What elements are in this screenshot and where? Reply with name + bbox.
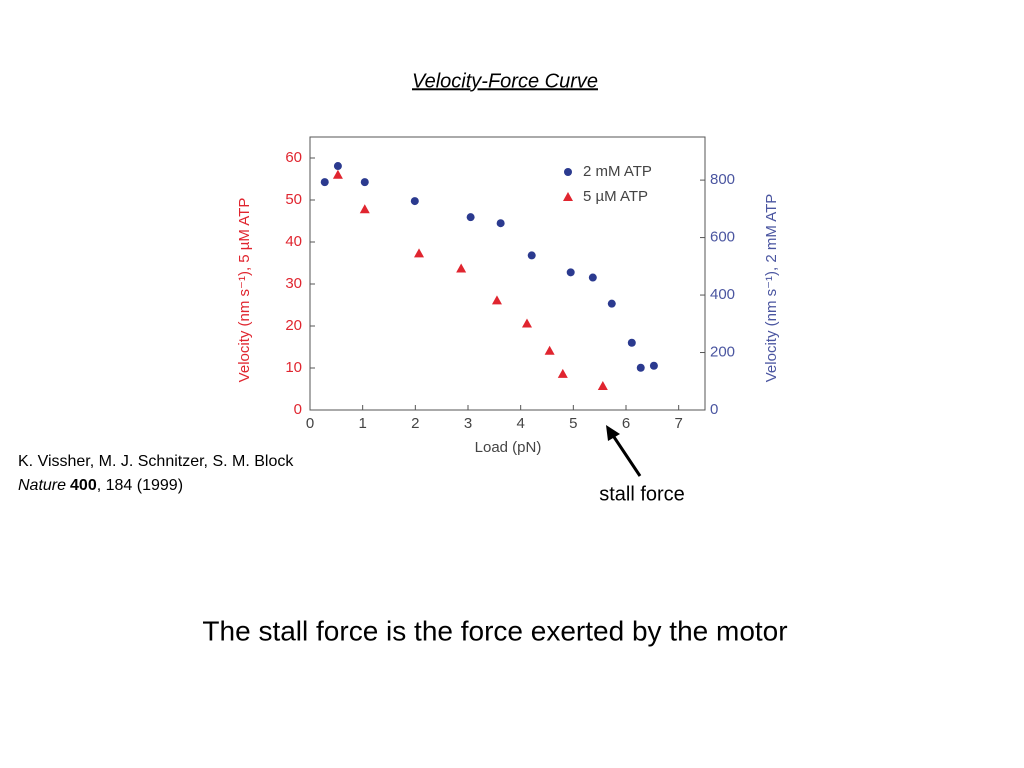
y2-tick-label: 400 [710, 286, 735, 303]
triangle-point [332, 169, 343, 179]
y-tick-label: 40 [285, 233, 302, 250]
y2-axis-label: Velocity (nm s⁻¹), 2 mM ATP [763, 194, 780, 383]
triangle-point [456, 263, 467, 273]
x-tick-label: 4 [516, 415, 524, 432]
citation-rest: , 184 (1999) [97, 477, 183, 494]
x-tick-label: 0 [306, 415, 314, 432]
circle-point [466, 213, 475, 222]
x-tick-label: 2 [411, 415, 419, 432]
circle-point [527, 251, 536, 260]
circle-point [588, 273, 597, 282]
legend-marker [564, 168, 572, 176]
legend-marker [563, 192, 573, 201]
circle-point [607, 299, 616, 308]
caption: The stall force is the force exerted by … [202, 615, 787, 646]
circle-point [496, 219, 505, 228]
circle-point [627, 338, 636, 347]
legend-label: 2 mM ATP [583, 163, 652, 180]
circle-point [320, 178, 329, 187]
x-axis-label: Load (pN) [475, 439, 542, 456]
legend-label: 5 µM ATP [583, 188, 648, 205]
triangle-point [359, 204, 370, 214]
circle-point [410, 197, 419, 206]
x-tick-label: 7 [674, 415, 682, 432]
y-tick-label: 10 [285, 359, 302, 376]
y2-tick-label: 800 [710, 171, 735, 188]
citation-source: Nature 400, 184 (1999) [18, 477, 183, 494]
triangle-point [544, 345, 555, 355]
triangle-point [491, 295, 502, 305]
circle-point [333, 162, 342, 171]
annotation: stall force [599, 483, 685, 505]
annotation-arrowhead [606, 425, 620, 441]
x-tick-label: 1 [358, 415, 366, 432]
circle-point [566, 268, 575, 277]
y-axis-label: Velocity (nm s⁻¹), 5 µM ATP [236, 198, 253, 383]
y-tick-label: 20 [285, 317, 302, 334]
x-tick-label: 5 [569, 415, 577, 432]
circle-point [360, 178, 369, 187]
triangle-point [414, 248, 425, 258]
chart-title: Velocity-Force Curve [412, 70, 598, 92]
plot-frame [309, 136, 706, 411]
y-tick-label: 30 [285, 275, 302, 292]
y2-tick-label: 600 [710, 229, 735, 246]
citation-journal: Nature [18, 477, 66, 494]
citation-authors: K. Vissher, M. J. Schnitzer, S. M. Block [18, 453, 294, 470]
y-tick-label: 60 [285, 149, 302, 166]
citation-volume: 400 [70, 477, 97, 494]
x-tick-label: 3 [464, 415, 472, 432]
circle-point [636, 363, 645, 372]
circle-point [649, 361, 658, 370]
x-tick-label: 6 [622, 415, 630, 432]
y2-tick-label: 0 [710, 401, 718, 418]
y-tick-label: 50 [285, 191, 302, 208]
y2-tick-label: 200 [710, 343, 735, 360]
annotation-arrow [610, 433, 642, 477]
triangle-point [521, 318, 532, 328]
triangle-point [557, 368, 568, 378]
y-tick-label: 0 [294, 401, 302, 418]
triangle-point [597, 381, 608, 391]
